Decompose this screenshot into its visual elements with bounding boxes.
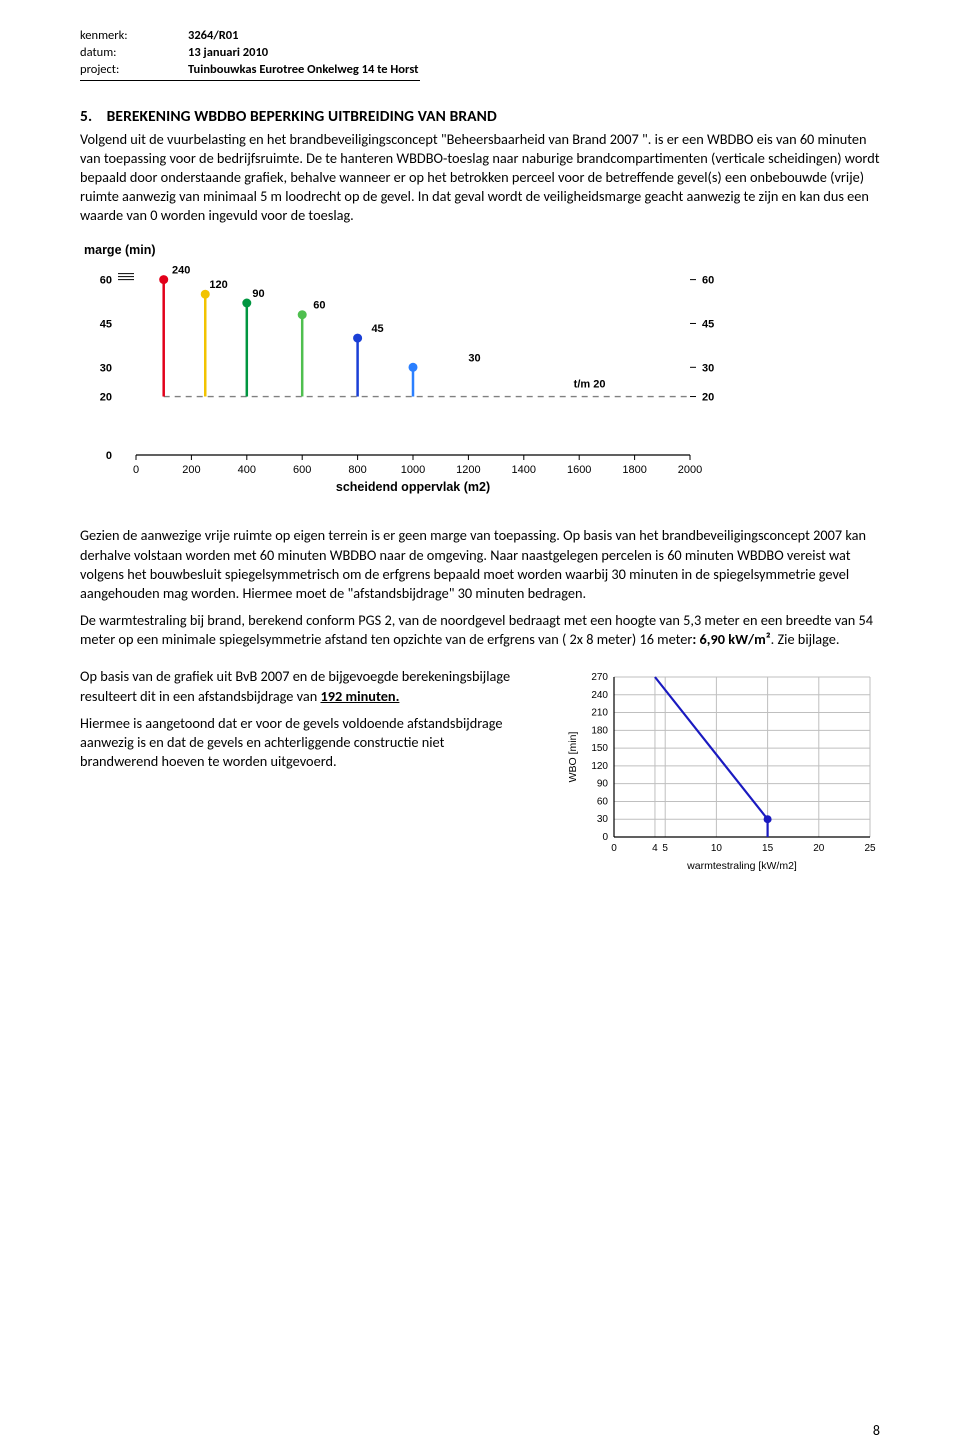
page-number: 8 bbox=[873, 1422, 880, 1439]
svg-text:120: 120 bbox=[591, 761, 608, 772]
svg-text:20: 20 bbox=[813, 843, 825, 854]
svg-text:1000: 1000 bbox=[401, 464, 425, 476]
svg-text:15: 15 bbox=[762, 843, 774, 854]
svg-text:30: 30 bbox=[597, 815, 609, 826]
para3-bold: 192 minuten. bbox=[320, 687, 399, 705]
chart-marge-vs-oppervlak: marge (min) 0200400600800100012001400160… bbox=[80, 243, 880, 504]
svg-text:25: 25 bbox=[864, 843, 876, 854]
svg-text:1400: 1400 bbox=[512, 464, 536, 476]
section-heading: 5. BEREKENING WBDBO BEPERKING UITBREIDIN… bbox=[80, 107, 880, 126]
hdr-project-label: project: bbox=[80, 62, 158, 79]
svg-text:90: 90 bbox=[597, 779, 609, 790]
svg-text:180: 180 bbox=[591, 726, 608, 737]
svg-text:60: 60 bbox=[597, 797, 609, 808]
paragraph-2b: De warmtestraling bij brand, berekend co… bbox=[80, 611, 880, 649]
hdr-kenmerk-label: kenmerk: bbox=[80, 28, 158, 45]
svg-text:240: 240 bbox=[591, 690, 608, 701]
svg-text:270: 270 bbox=[591, 672, 608, 683]
svg-text:warmtestraling [kW/m2]: warmtestraling [kW/m2] bbox=[686, 860, 797, 872]
hdr-kenmerk-value: 3264/R01 bbox=[158, 28, 419, 45]
chart1-svg: 0200400600800100012001400160018002000sch… bbox=[80, 259, 740, 499]
svg-text:0: 0 bbox=[133, 464, 139, 476]
svg-text:30: 30 bbox=[468, 353, 480, 365]
svg-text:20: 20 bbox=[702, 392, 714, 404]
para2b-post: . Zie bijlage. bbox=[771, 630, 840, 648]
svg-text:1800: 1800 bbox=[622, 464, 646, 476]
svg-text:0: 0 bbox=[106, 450, 112, 462]
svg-text:0: 0 bbox=[602, 832, 608, 843]
svg-text:60: 60 bbox=[313, 300, 325, 312]
svg-text:240: 240 bbox=[172, 265, 190, 277]
svg-text:45: 45 bbox=[100, 319, 112, 331]
svg-text:t/m 20: t/m 20 bbox=[574, 379, 606, 391]
svg-text:600: 600 bbox=[293, 464, 311, 476]
svg-text:210: 210 bbox=[591, 708, 608, 719]
svg-text:2000: 2000 bbox=[678, 464, 702, 476]
para2b-bold: : 6,90 kW/m² bbox=[692, 630, 770, 648]
svg-text:90: 90 bbox=[252, 288, 264, 300]
svg-text:200: 200 bbox=[182, 464, 200, 476]
para3-pre: Op basis van de grafiek uit BvB 2007 en … bbox=[80, 667, 510, 704]
svg-text:30: 30 bbox=[702, 363, 714, 375]
section-title: BEREKENING WBDBO BEPERKING UITBREIDING V… bbox=[107, 107, 497, 126]
chart-wbo-vs-warmtestraling: 0 30 60 90 120 150 180 210 240 270 0 45 10 15 20 25 warm… bbox=[560, 667, 880, 877]
hdr-datum-value: 13 januari 2010 bbox=[158, 45, 419, 62]
svg-text:4: 4 bbox=[652, 843, 658, 854]
paragraph-4: Hiermee is aangetoond dat er voor de gev… bbox=[80, 714, 524, 771]
svg-text:WBO [min]: WBO [min] bbox=[567, 732, 579, 783]
svg-text:60: 60 bbox=[100, 275, 112, 287]
chart1-y-title: marge (min) bbox=[84, 243, 880, 257]
paragraph-3: Op basis van de grafiek uit BvB 2007 en … bbox=[80, 667, 524, 705]
svg-text:scheidend oppervlak (m2): scheidend oppervlak (m2) bbox=[336, 480, 490, 494]
document-header: kenmerk: 3264/R01 datum: 13 januari 2010… bbox=[80, 28, 419, 79]
paragraph-2a: Gezien de aanwezige vrije ruimte op eige… bbox=[80, 526, 880, 603]
svg-text:5: 5 bbox=[662, 843, 668, 854]
svg-text:1200: 1200 bbox=[456, 464, 480, 476]
svg-text:30: 30 bbox=[100, 363, 112, 375]
svg-text:10: 10 bbox=[711, 843, 723, 854]
header-rule bbox=[80, 80, 420, 81]
svg-text:20: 20 bbox=[100, 392, 112, 404]
svg-text:45: 45 bbox=[702, 319, 714, 331]
hdr-datum-label: datum: bbox=[80, 45, 158, 62]
svg-text:800: 800 bbox=[348, 464, 366, 476]
svg-text:400: 400 bbox=[238, 464, 256, 476]
section-number: 5. bbox=[80, 107, 92, 126]
svg-text:120: 120 bbox=[209, 280, 227, 292]
svg-text:45: 45 bbox=[371, 323, 383, 335]
svg-text:150: 150 bbox=[591, 743, 608, 754]
svg-text:0: 0 bbox=[611, 843, 617, 854]
svg-text:60: 60 bbox=[702, 275, 714, 287]
svg-text:1600: 1600 bbox=[567, 464, 591, 476]
intro-paragraph: Volgend uit de vuurbelasting en het bran… bbox=[80, 130, 880, 226]
hdr-project-value: Tuinbouwkas Eurotree Onkelweg 14 te Hors… bbox=[158, 62, 419, 79]
